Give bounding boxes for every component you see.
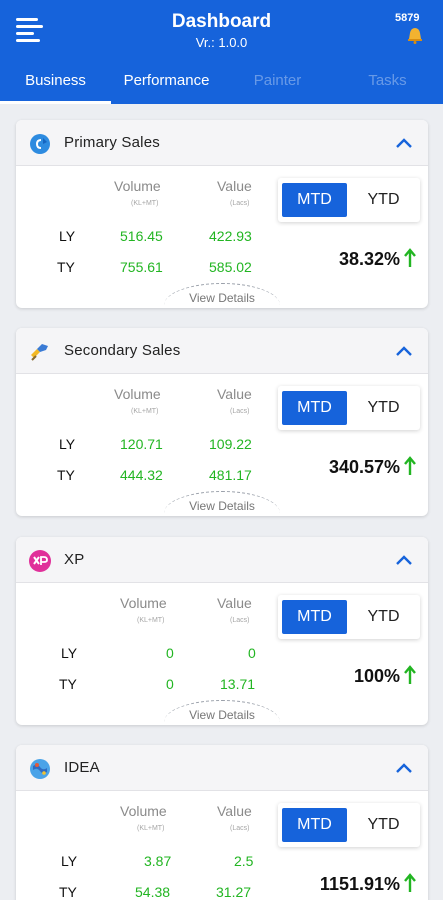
ty-volume: 54.38: [135, 884, 171, 900]
arrow-up-icon: [404, 665, 416, 684]
tab-painter[interactable]: Painter: [253, 72, 302, 89]
value-header: Value: [217, 595, 252, 611]
arrow-up-icon: [404, 456, 416, 475]
ty-volume: 0: [166, 676, 174, 692]
growth-value: 340.57%: [328, 457, 400, 477]
notification-button[interactable]: 5879: [395, 12, 431, 46]
value-header: Value: [217, 803, 252, 819]
chevron-up-icon[interactable]: [394, 759, 414, 777]
growth-value: 38.32%: [338, 249, 400, 269]
growth-value: 1151.91%: [319, 874, 400, 894]
volume-unit: (KL+MT): [131, 408, 159, 415]
card-title: XP: [64, 551, 85, 568]
growth-percentage: 38.32%: [256, 248, 416, 270]
value-header: Value: [217, 178, 252, 194]
view-details-button[interactable]: View Details: [164, 283, 280, 305]
view-details-button[interactable]: View Details: [164, 491, 280, 513]
ty-label: TY: [59, 884, 77, 900]
ly-volume: 3.87: [144, 853, 172, 869]
chevron-up-icon[interactable]: [394, 134, 414, 152]
arrow-up-icon: [404, 873, 416, 892]
growth-percentage: 100%: [256, 665, 416, 687]
xp-icon: [29, 550, 51, 572]
ly-value: 0: [248, 645, 256, 661]
card-title: IDEA: [64, 759, 100, 776]
idea-icon: [30, 759, 50, 779]
ty-value: 13.71: [220, 676, 256, 692]
card-title: Secondary Sales: [64, 342, 181, 359]
arrow-up-icon: [404, 248, 416, 267]
value-header: Value: [217, 386, 252, 402]
ly-volume: 120.71: [120, 436, 163, 452]
ytd-button[interactable]: YTD: [367, 399, 400, 416]
period-toggle: MTD YTD: [278, 386, 420, 430]
ty-label: TY: [57, 467, 75, 483]
value-unit: (Lacs): [230, 617, 250, 624]
ty-volume: 755.61: [120, 259, 163, 275]
xp-card: XP Volume (KL+MT) Value (Lacs) LY 0 0 TY…: [16, 537, 428, 725]
secondary-sales-icon: [31, 344, 48, 361]
notification-count: 5879: [395, 12, 420, 24]
secondary-sales-card: Secondary Sales Volume (KL+MT) Value (La…: [16, 328, 428, 516]
primary-sales-icon: [30, 134, 50, 154]
ytd-button[interactable]: YTD: [367, 816, 400, 833]
tab-tasks[interactable]: Tasks: [368, 72, 407, 89]
mtd-button[interactable]: MTD: [282, 183, 347, 217]
chevron-up-icon[interactable]: [394, 551, 414, 569]
growth-percentage: 1151.91%: [256, 873, 416, 895]
tab-business[interactable]: Business: [25, 72, 86, 89]
growth-value: 100%: [353, 666, 400, 686]
volume-unit: (KL+MT): [137, 617, 165, 624]
primary-sales-card: Primary Sales Volume (KL+MT) Value (Lacs…: [16, 120, 428, 308]
period-toggle: MTD YTD: [278, 178, 420, 222]
ly-label: LY: [59, 228, 76, 244]
chevron-up-icon[interactable]: [394, 342, 414, 360]
bell-icon: [408, 28, 422, 44]
page-title: Dashboard: [171, 11, 272, 32]
ly-volume: 0: [166, 645, 174, 661]
hamburger-menu-icon[interactable]: [16, 18, 44, 44]
ly-label: LY: [59, 436, 76, 452]
tab-performance[interactable]: Performance: [123, 72, 210, 89]
ytd-button[interactable]: YTD: [367, 608, 400, 625]
volume-header: Volume: [114, 178, 161, 194]
volume-unit: (KL+MT): [131, 200, 159, 207]
card-header[interactable]: Primary Sales: [16, 120, 428, 166]
view-details-button[interactable]: View Details: [164, 700, 280, 722]
volume-header: Volume: [120, 595, 167, 611]
mtd-button[interactable]: MTD: [282, 391, 347, 425]
card-title: Primary Sales: [64, 134, 160, 151]
ly-volume: 516.45: [120, 228, 163, 244]
period-toggle: MTD YTD: [278, 803, 420, 847]
ty-label: TY: [57, 259, 75, 275]
growth-percentage: 340.57%: [256, 456, 416, 478]
ly-label: LY: [61, 645, 78, 661]
value-unit: (Lacs): [230, 408, 250, 415]
card-header[interactable]: Secondary Sales: [16, 328, 428, 374]
active-tab-indicator: [0, 101, 111, 104]
ytd-button[interactable]: YTD: [367, 191, 400, 208]
mtd-button[interactable]: MTD: [282, 600, 347, 634]
app-version: Vr.: 1.0.0: [195, 35, 248, 50]
volume-header: Volume: [120, 803, 167, 819]
card-header[interactable]: IDEA: [16, 745, 428, 791]
ty-value: 31.27: [216, 884, 252, 900]
ty-volume: 444.32: [120, 467, 163, 483]
ty-value: 585.02: [209, 259, 252, 275]
ty-value: 481.17: [209, 467, 252, 483]
card-header[interactable]: XP: [16, 537, 428, 583]
volume-header: Volume: [114, 386, 161, 402]
value-unit: (Lacs): [230, 200, 250, 207]
ly-value: 2.5: [234, 853, 254, 869]
app-header: Dashboard Vr.: 1.0.0 5879 Business Perfo…: [0, 0, 443, 104]
volume-unit: (KL+MT): [137, 825, 165, 832]
ly-label: LY: [61, 853, 78, 869]
idea-card: IDEA Volume (KL+MT) Value (Lacs) LY 3.87…: [16, 745, 428, 900]
ly-value: 109.22: [209, 436, 252, 452]
mtd-button[interactable]: MTD: [282, 808, 347, 842]
ty-label: TY: [59, 676, 77, 692]
ly-value: 422.93: [209, 228, 252, 244]
value-unit: (Lacs): [230, 825, 250, 832]
period-toggle: MTD YTD: [278, 595, 420, 639]
